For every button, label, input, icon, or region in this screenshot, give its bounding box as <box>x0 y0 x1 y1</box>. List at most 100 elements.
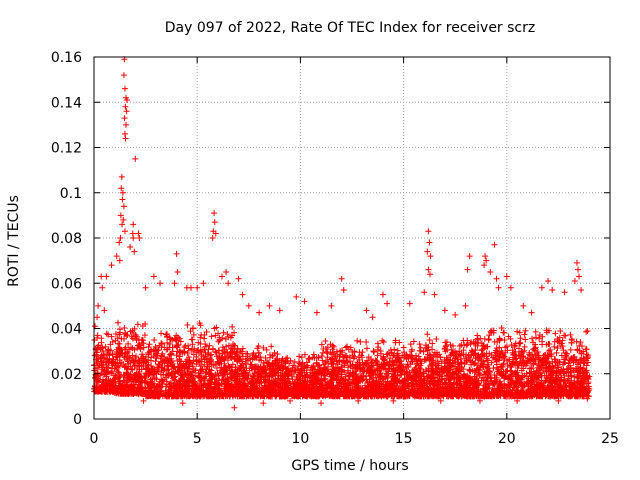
cloud-point <box>197 334 204 341</box>
cloud-point <box>94 334 101 341</box>
cloud-point <box>123 365 130 372</box>
cloud-point <box>147 391 154 398</box>
cloud-point <box>101 371 108 378</box>
cloud-point <box>161 366 168 373</box>
cloud-point <box>116 374 123 381</box>
cloud-point <box>101 387 108 394</box>
cloud-point <box>229 323 236 330</box>
cloud-point <box>122 383 129 390</box>
cloud-point <box>179 349 186 356</box>
cloud-point <box>138 337 145 344</box>
cloud-point <box>124 390 131 397</box>
cloud-point <box>135 391 142 398</box>
cloud-point <box>103 330 110 337</box>
cloud-point <box>102 388 109 395</box>
cloud-point <box>190 357 197 364</box>
cloud-point <box>175 367 182 374</box>
cloud-point <box>173 352 180 359</box>
cloud-point <box>164 355 171 362</box>
cloud-point <box>152 343 159 350</box>
cloud-point <box>116 352 123 359</box>
cloud-point <box>115 319 122 326</box>
cloud-point <box>158 330 165 337</box>
cloud-point <box>94 352 101 359</box>
cloud-point <box>123 332 130 339</box>
cloud-point <box>168 359 175 366</box>
cloud-point <box>103 355 110 362</box>
cloud-point <box>143 353 150 360</box>
cloud-point <box>143 379 150 386</box>
cloud-point <box>131 325 138 332</box>
cloud-point <box>120 377 127 384</box>
cloud-point <box>117 373 124 380</box>
cloud-point <box>133 376 140 383</box>
cloud-point <box>113 388 120 395</box>
cloud-point <box>133 353 140 360</box>
cloud-point <box>186 358 193 365</box>
cloud-point <box>135 370 142 377</box>
cloud-point <box>103 363 110 370</box>
cloud-point <box>94 332 101 339</box>
cloud-point <box>182 369 189 376</box>
cloud-point <box>131 362 138 369</box>
cloud-point <box>131 372 138 379</box>
cloud-point <box>104 381 111 388</box>
cloud-point <box>141 375 148 382</box>
cloud-point <box>210 362 217 369</box>
cloud-point <box>221 354 228 361</box>
cloud-point <box>105 331 112 338</box>
cloud-point <box>147 346 154 353</box>
cloud-point <box>121 346 128 353</box>
cloud-point <box>166 392 173 399</box>
cloud-point <box>168 336 175 343</box>
cloud-point <box>138 362 145 369</box>
cloud-point <box>145 361 152 368</box>
cloud-point <box>141 332 148 339</box>
cloud-point <box>155 393 162 400</box>
cloud-point <box>172 373 179 380</box>
cloud-point <box>118 359 125 366</box>
cloud-point <box>100 351 107 358</box>
cloud-point <box>199 366 206 373</box>
cloud-point <box>102 367 109 374</box>
cloud-point <box>170 374 177 381</box>
chart-title: Day 097 of 2022, Rate Of TEC Index for r… <box>165 20 535 36</box>
cloud-point <box>213 365 220 372</box>
cloud-point <box>215 330 222 337</box>
cloud-point <box>145 370 152 377</box>
cloud-point <box>227 334 234 341</box>
cloud-point <box>99 366 106 373</box>
cloud-point <box>168 352 175 359</box>
cloud-point <box>100 376 107 383</box>
cloud-point <box>99 382 106 389</box>
cloud-point <box>129 335 136 342</box>
cloud-point <box>151 374 158 381</box>
cloud-point <box>115 369 122 376</box>
cloud-point <box>105 376 112 383</box>
cloud-point <box>95 377 102 384</box>
cloud-point <box>171 335 178 342</box>
cloud-point <box>159 340 166 347</box>
cloud-point <box>146 341 153 348</box>
cloud-point <box>190 331 197 338</box>
cloud-point <box>153 350 160 357</box>
cloud-point <box>135 381 142 388</box>
cloud-point <box>155 347 162 354</box>
cloud-point <box>136 358 143 365</box>
cloud-point <box>130 375 137 382</box>
cloud-point <box>135 356 142 363</box>
cloud-point <box>153 384 160 391</box>
cloud-point <box>140 340 147 347</box>
cloud-point <box>113 364 120 371</box>
cloud-point <box>120 387 127 394</box>
cloud-point <box>175 341 182 348</box>
cloud-point <box>122 331 129 338</box>
cloud-point <box>171 363 178 370</box>
cloud-point <box>152 390 159 397</box>
cloud-point <box>108 370 115 377</box>
cloud-point <box>164 339 171 346</box>
cloud-point <box>95 362 102 369</box>
cloud-point <box>206 342 213 349</box>
